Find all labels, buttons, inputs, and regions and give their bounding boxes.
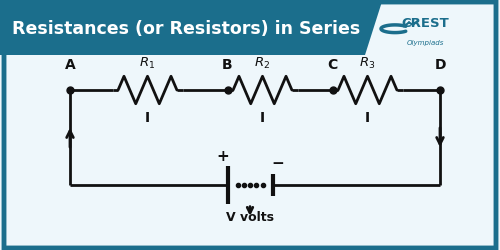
Text: Olympiads: Olympiads [406, 40, 444, 46]
Text: +: + [216, 149, 229, 164]
Text: B: B [222, 58, 233, 72]
Text: I: I [260, 110, 265, 124]
Text: C: C [328, 58, 338, 72]
Text: $R_1$: $R_1$ [140, 56, 156, 71]
Text: D: D [434, 58, 446, 72]
Text: $R_2$: $R_2$ [254, 56, 270, 71]
Text: I: I [365, 110, 370, 124]
Text: CREST: CREST [401, 17, 449, 30]
Text: $R_3$: $R_3$ [360, 56, 376, 71]
Text: V volts: V volts [226, 211, 274, 224]
Text: I: I [145, 110, 150, 124]
Text: −: − [271, 156, 284, 171]
Text: A: A [64, 58, 76, 72]
Text: Resistances (or Resistors) in Series: Resistances (or Resistors) in Series [12, 20, 361, 38]
